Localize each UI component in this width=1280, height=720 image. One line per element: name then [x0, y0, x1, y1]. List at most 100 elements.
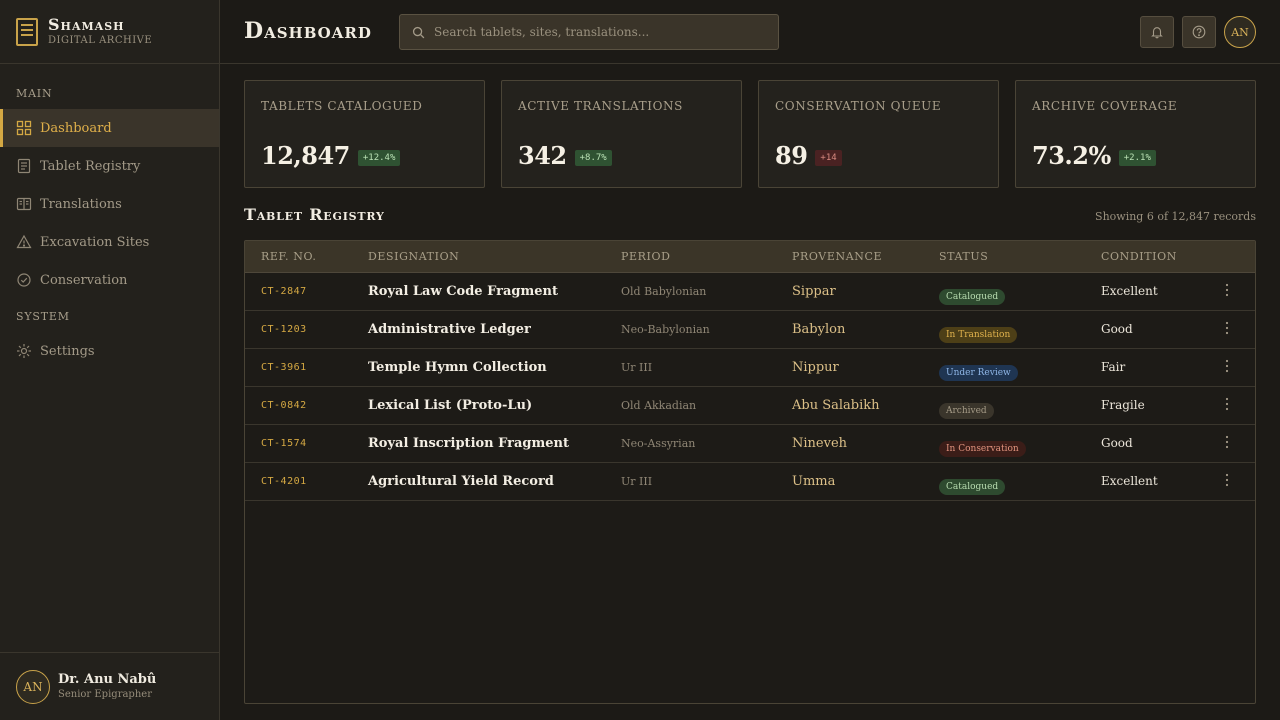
table-row[interactable]: CT-0842 Lexical List (Proto-Lu) Old Akka…: [245, 387, 1255, 425]
sidebar-item-label: Conservation: [40, 272, 128, 288]
brand-name: Shamash: [48, 15, 125, 34]
brand-subtitle: Digital Archive: [48, 35, 153, 46]
cell-designation: Royal Law Code Fragment: [368, 284, 558, 299]
cell-provenance: Umma: [792, 474, 836, 489]
stat-label: Active Translations: [518, 99, 683, 113]
sidebar-item-tablet-registry[interactable]: Tablet Registry: [0, 147, 219, 185]
cell-period: Old Akkadian: [621, 399, 697, 412]
cell-provenance: Sippar: [792, 284, 836, 299]
cell-ref: CT-3961: [261, 362, 307, 373]
cell-provenance: Babylon: [792, 322, 846, 337]
stat-card-conservation: Conservation Queue 89 +14: [758, 80, 999, 188]
cell-condition: Excellent: [1101, 474, 1158, 488]
sidebar-item-conservation[interactable]: Conservation: [0, 261, 219, 299]
sidebar: Shamash Digital Archive Main Dashboard T…: [0, 0, 220, 720]
sidebar-item-label: Translations: [40, 196, 122, 212]
row-menu-button[interactable]: [1219, 473, 1235, 489]
help-button[interactable]: [1182, 16, 1216, 48]
cell-period: Ur III: [621, 475, 653, 488]
header: Dashboard AN: [220, 0, 1280, 64]
cell-designation: Lexical List (Proto-Lu): [368, 398, 533, 413]
cell-ref: CT-0842: [261, 400, 307, 411]
stat-value: 12,847: [261, 141, 350, 170]
status-badge: Archived: [939, 403, 994, 419]
tablet-icon: [16, 158, 32, 174]
table-row[interactable]: CT-3961 Temple Hymn Collection Ur III Ni…: [245, 349, 1255, 387]
cell-condition: Fragile: [1101, 398, 1145, 412]
column-header-condition[interactable]: Condition: [1101, 250, 1177, 263]
column-header-status[interactable]: Status: [939, 250, 989, 263]
header-avatar[interactable]: AN: [1224, 16, 1256, 48]
stat-delta-badge: +14: [815, 149, 842, 166]
cell-condition: Good: [1101, 322, 1133, 336]
cell-ref: CT-2847: [261, 286, 307, 297]
more-vertical-icon: [1225, 283, 1229, 297]
sidebar-item-label: Dashboard: [40, 120, 112, 136]
cell-provenance: Nineveh: [792, 436, 848, 451]
row-menu-button[interactable]: [1219, 435, 1235, 451]
notifications-button[interactable]: [1140, 16, 1174, 48]
brand[interactable]: Shamash Digital Archive: [0, 0, 219, 64]
stat-card-translations: Active Translations 342 +8.7%: [501, 80, 742, 188]
stat-label: Conservation Queue: [775, 99, 942, 113]
nav-section-system: System: [16, 310, 70, 323]
record-count: Showing 6 of 12,847 records: [1095, 210, 1256, 223]
table-row[interactable]: CT-4201 Agricultural Yield Record Ur III…: [245, 463, 1255, 501]
more-vertical-icon: [1225, 359, 1229, 373]
user-profile[interactable]: AN Dr. Anu Nabû Senior Epigrapher: [0, 652, 219, 720]
cell-period: Neo-Assyrian: [621, 437, 696, 450]
search-icon: [412, 26, 425, 38]
triangle-icon: [16, 234, 32, 250]
stat-label: Tablets Catalogued: [261, 99, 423, 113]
book-icon: [16, 196, 32, 212]
cell-period: Ur III: [621, 361, 653, 374]
table-row[interactable]: CT-2847 Royal Law Code Fragment Old Baby…: [245, 273, 1255, 311]
page-title: Dashboard: [244, 18, 372, 44]
cell-ref: CT-4201: [261, 476, 307, 487]
row-menu-button[interactable]: [1219, 397, 1235, 413]
nav-section-main: Main: [16, 87, 53, 100]
sidebar-item-excavation-sites[interactable]: Excavation Sites: [0, 223, 219, 261]
stat-value: 342: [518, 141, 567, 170]
grid-icon: [16, 120, 32, 136]
stat-label: Archive Coverage: [1032, 99, 1178, 113]
search-bar[interactable]: [399, 14, 779, 50]
row-menu-button[interactable]: [1219, 283, 1235, 299]
row-menu-button[interactable]: [1219, 321, 1235, 337]
stat-value: 89: [775, 141, 808, 170]
help-icon: [1192, 25, 1206, 39]
cell-provenance: Nippur: [792, 360, 839, 375]
column-header-period[interactable]: Period: [621, 250, 671, 263]
avatar: AN: [16, 669, 50, 704]
sidebar-item-label: Settings: [40, 343, 95, 359]
column-header-provenance[interactable]: Provenance: [792, 250, 883, 263]
more-vertical-icon: [1225, 321, 1229, 335]
table-header: Ref. No. Designation Period Provenance S…: [245, 241, 1255, 273]
stat-delta-badge: +2.1%: [1118, 149, 1156, 166]
column-header-designation[interactable]: Designation: [368, 250, 460, 263]
more-vertical-icon: [1225, 473, 1229, 487]
column-header-ref[interactable]: Ref. No.: [261, 250, 317, 263]
sidebar-item-dashboard[interactable]: Dashboard: [0, 109, 219, 147]
cell-period: Neo-Babylonian: [621, 323, 710, 336]
sidebar-item-translations[interactable]: Translations: [0, 185, 219, 223]
cell-condition: Excellent: [1101, 284, 1158, 298]
search-input[interactable]: [434, 25, 764, 39]
sidebar-item-settings[interactable]: Settings: [0, 332, 219, 370]
status-badge: In Translation: [939, 327, 1018, 343]
gear-icon: [16, 343, 32, 359]
cell-provenance: Abu Salabikh: [792, 398, 880, 413]
sidebar-item-label: Excavation Sites: [40, 234, 150, 250]
check-circle-icon: [16, 272, 32, 288]
table-row[interactable]: CT-1574 Royal Inscription Fragment Neo-A…: [245, 425, 1255, 463]
table-row[interactable]: CT-1203 Administrative Ledger Neo-Babylo…: [245, 311, 1255, 349]
cell-ref: CT-1203: [261, 324, 307, 335]
cell-designation: Administrative Ledger: [368, 322, 531, 337]
row-menu-button[interactable]: [1219, 359, 1235, 375]
cell-designation: Temple Hymn Collection: [368, 360, 547, 375]
more-vertical-icon: [1225, 435, 1229, 449]
user-role: Senior Epigrapher: [58, 688, 152, 700]
cell-ref: CT-1574: [261, 438, 307, 449]
stat-delta-badge: +8.7%: [574, 149, 612, 166]
more-vertical-icon: [1225, 397, 1229, 411]
